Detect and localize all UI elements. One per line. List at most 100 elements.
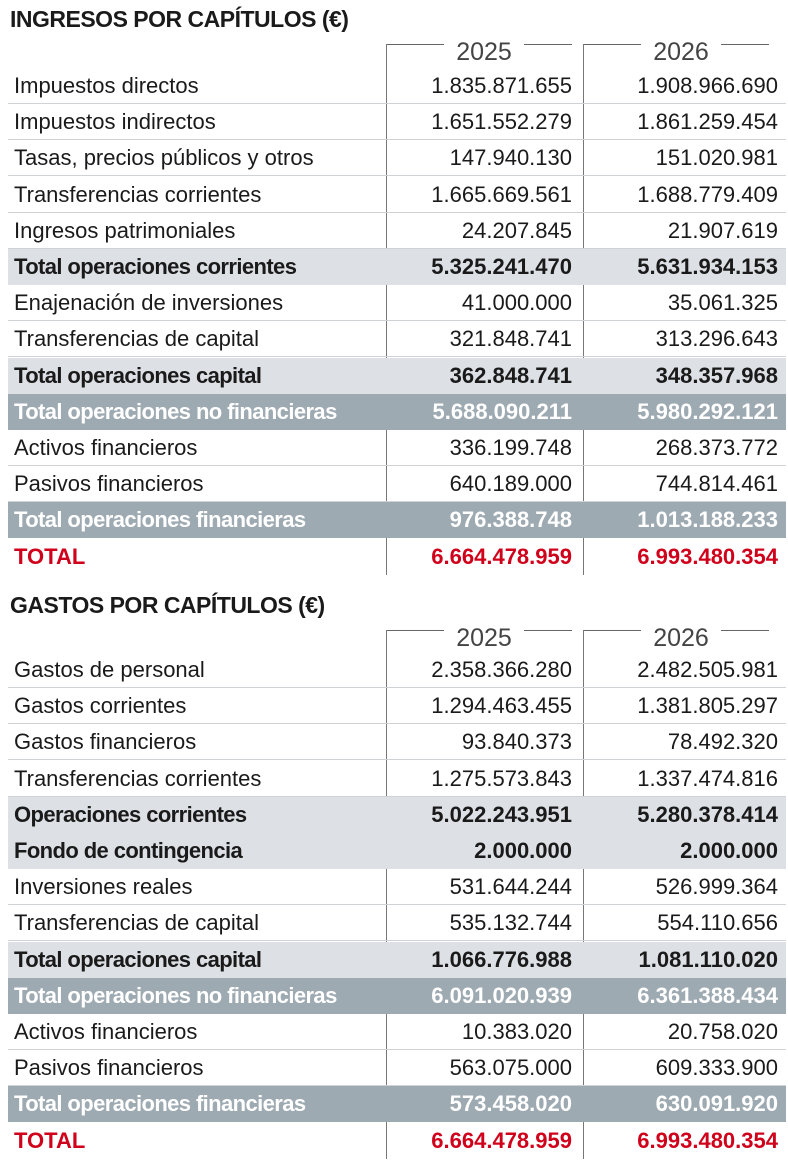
- row-value: 21.907.619: [667, 217, 778, 243]
- table-row: Tasas, precios públicos y otros 147.940.1…: [8, 140, 786, 177]
- row-label: Transferencias corrientes: [14, 181, 262, 207]
- row-value: 5.980.292.121: [637, 398, 778, 424]
- table-row: Pasivos financieros 640.189.000 744.814.46…: [8, 466, 786, 503]
- table-row: Transferencias corrientes 1.665.669.561 1.…: [8, 177, 786, 213]
- row-value: 6.993.480.354: [637, 543, 778, 569]
- row-value: 1.294.463.455: [431, 693, 572, 719]
- table-row: Total operaciones capital 1.066.776.988 1.…: [8, 941, 786, 978]
- column-divider: [583, 44, 584, 575]
- row-value: 1.835.871.655: [431, 73, 572, 98]
- row-label: Gastos financieros: [14, 729, 197, 755]
- row-value: 35.061.325: [667, 290, 778, 316]
- row-label: Ingresos patrimoniales: [14, 217, 236, 243]
- row-value: 6.664.478.959: [431, 1127, 572, 1153]
- row-label: TOTAL: [14, 543, 86, 569]
- row-label: Pasivos financieros: [14, 471, 204, 497]
- row-label: Tasas, precios públicos y otros: [14, 145, 314, 171]
- row-label: Total operaciones capital: [14, 946, 262, 972]
- table-row: Activos financieros 336.199.748 268.373.77…: [8, 430, 786, 466]
- row-value: 1.861.259.454: [637, 109, 778, 135]
- row-value: 1.665.669.561: [431, 181, 572, 207]
- table-row: Operaciones corrientes 5.022.243.951 5.280…: [8, 796, 786, 833]
- table-row: Gastos financieros 93.840.373 78.492.320: [8, 724, 786, 761]
- row-value: 24.207.845: [461, 217, 572, 243]
- row-value: 2.000.000: [680, 838, 778, 863]
- row-label: Total operaciones financieras: [14, 1091, 306, 1117]
- row-value: 1.381.805.297: [637, 693, 778, 719]
- row-value: 6.091.020.939: [431, 982, 572, 1008]
- row-label: Gastos corrientes: [14, 693, 187, 719]
- row-value: 554.110.656: [657, 910, 778, 936]
- row-value: 5.022.243.951: [431, 801, 572, 827]
- income-section: INGRESOS POR CAPÍTULOS (€) 2025 2026 Impues…: [0, 0, 788, 580]
- row-value: 93.840.373: [461, 729, 572, 755]
- row-value: 348.357.968: [655, 362, 778, 388]
- table-row: Transferencias de capital 535.132.744 554.…: [8, 905, 786, 942]
- row-value: 313.296.643: [655, 326, 778, 352]
- row-value: 2.358.366.280: [431, 657, 572, 682]
- table-row: Activos financieros 10.383.020 20.758.020: [8, 1014, 786, 1050]
- row-value: 151.020.981: [655, 145, 778, 171]
- table-row: Pasivos financieros 563.075.000 609.333.90…: [8, 1050, 786, 1087]
- table-row: Impuestos directos 1.835.871.655 1.908.966…: [8, 68, 786, 104]
- row-value: 362.848.741: [449, 362, 572, 388]
- column-divider: [583, 630, 584, 1159]
- table-row: Total operaciones financieras 976.388.748…: [8, 502, 786, 539]
- table-row: Total operaciones no financieras 5.688.09…: [8, 393, 786, 430]
- row-label: Impuestos indirectos: [14, 109, 216, 135]
- row-value: 744.814.461: [655, 471, 778, 497]
- table-row: Enajenación de inversiones 41.000.000 35.0…: [8, 285, 786, 322]
- row-value: 1.081.110.020: [638, 946, 778, 972]
- row-value: 1.651.552.279: [431, 109, 572, 135]
- table-row: Total operaciones capital 362.848.741 348.…: [8, 357, 786, 394]
- row-value: 5.325.241.470: [431, 254, 572, 279]
- row-value: 1.066.776.988: [431, 946, 572, 972]
- row-value: 6.664.478.959: [431, 543, 572, 569]
- row-value: 336.199.748: [449, 435, 572, 460]
- row-value: 2.482.505.981: [637, 657, 778, 682]
- row-value: 6.361.388.434: [637, 982, 778, 1008]
- table-row: Ingresos patrimoniales 24.207.845 21.907.6…: [8, 213, 786, 249]
- row-value: 41.000.000: [461, 290, 572, 316]
- row-value: 1.337.474.816: [637, 765, 778, 791]
- table-row: Impuestos indirectos 1.651.552.279 1.861.2…: [8, 104, 786, 141]
- row-label: Operaciones corrientes: [14, 801, 247, 827]
- year-header: 2026: [583, 38, 779, 67]
- row-value: 5.631.934.153: [637, 254, 778, 279]
- row-label: Activos financieros: [14, 1019, 198, 1044]
- row-label: Gastos de personal: [14, 657, 205, 682]
- row-value: 20.758.020: [667, 1019, 778, 1044]
- row-value: 526.999.364: [655, 874, 778, 900]
- row-label: TOTAL: [14, 1127, 86, 1153]
- table-row: Gastos corrientes 1.294.463.455 1.381.805.…: [8, 688, 786, 725]
- row-label: Total operaciones financieras: [14, 507, 306, 533]
- row-value: 147.940.130: [449, 145, 572, 171]
- row-label: Total operaciones no financieras: [14, 982, 337, 1008]
- year-header: 2026: [583, 624, 779, 653]
- table-row: Total operaciones no financieras 6.091.02…: [8, 977, 786, 1014]
- table-row: Inversiones reales 531.644.244 526.999.364: [8, 869, 786, 906]
- row-value: 563.075.000: [449, 1055, 572, 1081]
- table-row: TOTAL 6.664.478.959 6.993.480.354: [8, 1123, 786, 1159]
- row-value: 630.091.920: [655, 1091, 778, 1117]
- row-value: 1.908.966.690: [637, 73, 778, 98]
- section-title: GASTOS POR CAPÍTULOS (€): [10, 592, 325, 618]
- table-row: Transferencias de capital 321.848.741 313.…: [8, 321, 786, 358]
- row-label: Total operaciones capital: [14, 362, 262, 388]
- row-value: 535.132.744: [449, 910, 572, 936]
- row-value: 609.333.900: [655, 1055, 778, 1081]
- row-value: 5.280.378.414: [637, 801, 778, 827]
- row-label: Total operaciones no financieras: [14, 398, 337, 424]
- row-value: 1.688.779.409: [637, 181, 778, 207]
- row-value: 2.000.000: [474, 838, 572, 863]
- row-value: 6.993.480.354: [637, 1127, 778, 1153]
- table-row: Fondo de contingencia 2.000.000 2.000.000: [8, 833, 786, 869]
- row-value: 976.388.748: [449, 507, 572, 533]
- row-label: Transferencias corrientes: [14, 765, 262, 791]
- row-label: Pasivos financieros: [14, 1055, 204, 1081]
- row-value: 1.275.573.843: [431, 765, 572, 791]
- row-value: 78.492.320: [667, 729, 778, 755]
- row-label: Inversiones reales: [14, 874, 193, 900]
- row-label: Transferencias de capital: [14, 326, 259, 352]
